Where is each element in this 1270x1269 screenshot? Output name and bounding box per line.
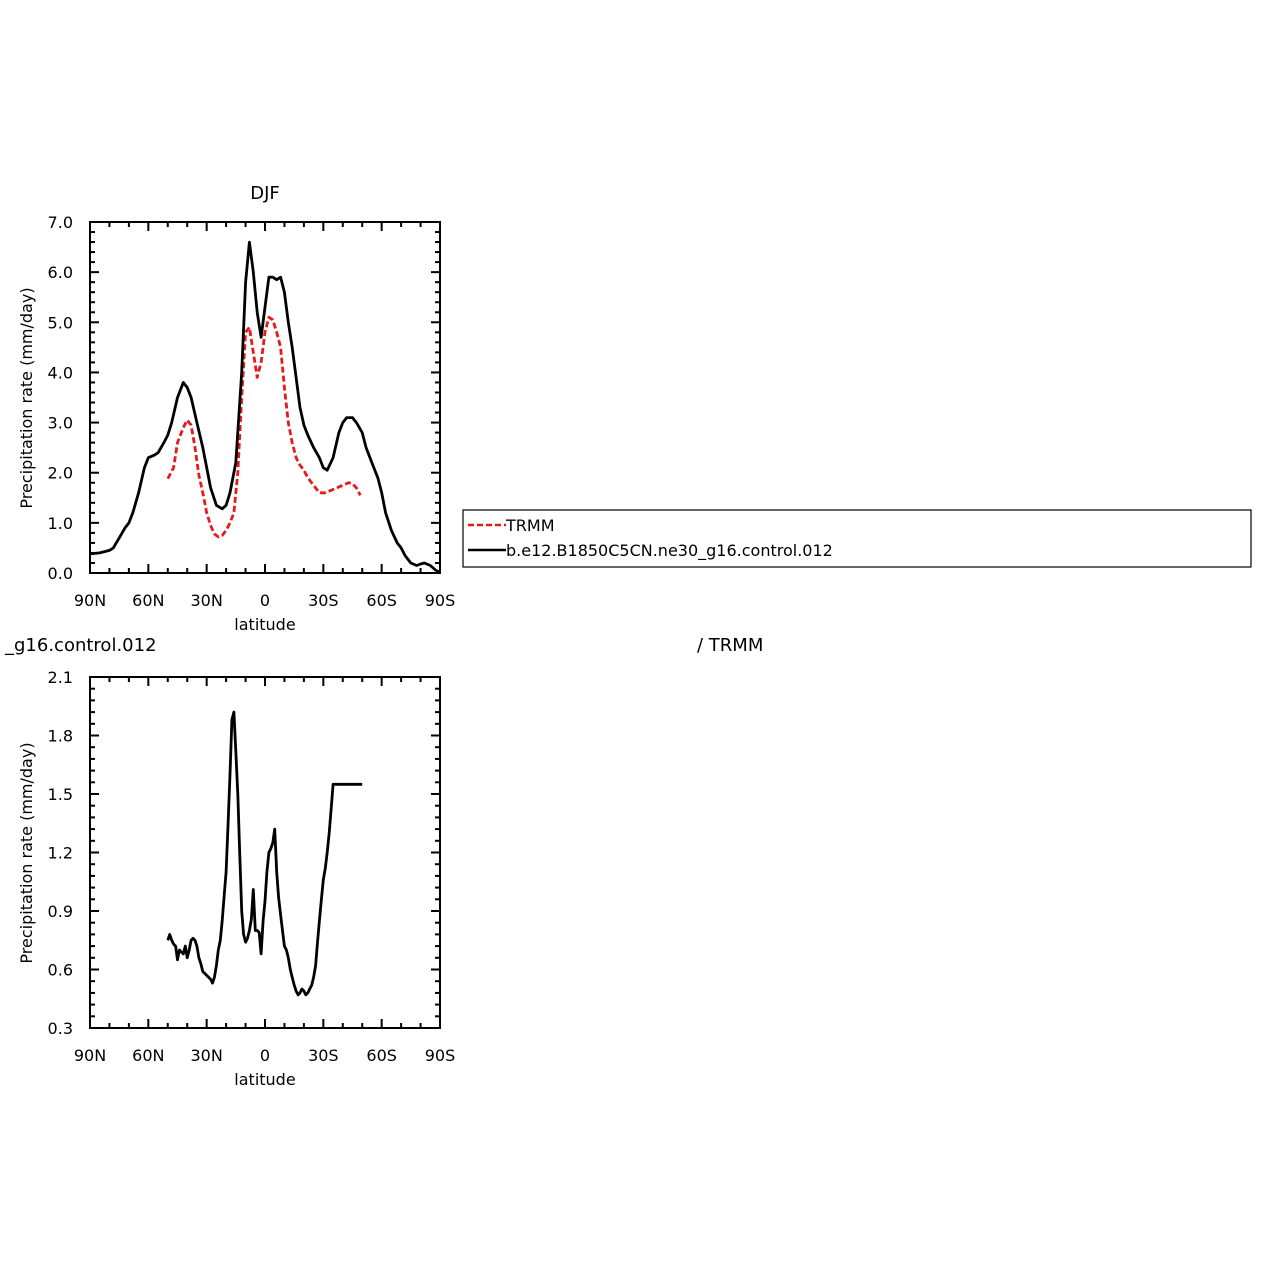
djf-y-tick-label: 2.0 xyxy=(48,464,73,483)
ratio-plot-frame xyxy=(89,676,441,1029)
djf-x-tick-label: 60S xyxy=(366,591,397,610)
ratio-x-tick-label: 60N xyxy=(132,1046,164,1065)
ratio-panel: _g16.control.012 / TRMM 90N 60N 30N 0 30S 60S… xyxy=(4,635,763,1089)
ratio-x-tick-label: 90N xyxy=(74,1046,106,1065)
djf-x-tick-label: 90N xyxy=(74,591,106,610)
djf-y-tick-label: 1.0 xyxy=(48,514,73,533)
djf-y-axis-label: Precipitation rate (mm/day) xyxy=(17,287,36,508)
djf-x-axis-label: latitude xyxy=(234,615,295,634)
djf-x-tick-label: 60N xyxy=(132,591,164,610)
djf-y-tick-label: 0.0 xyxy=(48,564,73,583)
ratio-x-tick-label: 0 xyxy=(260,1046,270,1065)
djf-x-tick-label: 30S xyxy=(308,591,339,610)
ratio-x-tick-label: 30S xyxy=(308,1046,339,1065)
legend-box xyxy=(462,509,1252,568)
ratio-y-axis-label: Precipitation rate (mm/day) xyxy=(17,742,36,963)
djf-y-tick-label: 7.0 xyxy=(48,213,73,232)
djf-series-line-0 xyxy=(166,315,362,539)
ratio-x-axis-label: latitude xyxy=(234,1070,295,1089)
ratio-x-tick-label: 90S xyxy=(425,1046,456,1065)
djf-x-tick-label: 0 xyxy=(260,591,270,610)
ratio-y-tick-label: 0.9 xyxy=(48,902,73,921)
ratio-plot-area: 90N 60N 30N 0 30S 60S 90S 0.3 0.6 0.9 1.2 1.5 1.8 2.1 xyxy=(48,668,456,1065)
ratio-y-tick-label: 1.2 xyxy=(48,844,73,863)
ratio-title-left-fragment: _g16.control.012 xyxy=(4,635,157,656)
djf-y-tick-label: 5.0 xyxy=(48,313,73,332)
djf-y-tick-label: 4.0 xyxy=(48,363,73,382)
ratio-y-tick-label: 0.6 xyxy=(48,961,73,980)
djf-series-line-1 xyxy=(89,240,441,574)
djf-y-tick-label: 6.0 xyxy=(48,263,73,282)
legend-trmm-label: TRMM xyxy=(505,516,555,535)
djf-y-tick-label: 3.0 xyxy=(48,414,73,433)
ratio-title-right-fragment: / TRMM xyxy=(697,635,763,656)
legend: TRMM b.e12.B1850C5CN.ne30_g16.control.01… xyxy=(462,509,1252,568)
ratio-y-tick-label: 1.8 xyxy=(48,727,73,746)
legend-model-label: b.e12.B1850C5CN.ne30_g16.control.012 xyxy=(506,541,833,561)
djf-title: DJF xyxy=(250,183,280,204)
djf-plot-area: 90N 60N 30N 0 30S 60S 90S 0.0 1.0 2.0 3.0 4.0 5.0 6.0… xyxy=(48,213,456,610)
ratio-y-tick-label: 2.1 xyxy=(48,668,73,687)
djf-x-tick-label: 90S xyxy=(425,591,456,610)
ratio-x-tick-label: 30N xyxy=(191,1046,223,1065)
djf-x-tick-label: 30N xyxy=(191,591,223,610)
djf-panel: DJF 90N 60N 30N 0 30S 60S 90S 0.0 1.0 2.0 3.0 4.0 5.… xyxy=(17,183,455,634)
ratio-series-line-0 xyxy=(166,710,363,997)
ratio-y-tick-label: 1.5 xyxy=(48,785,73,804)
ratio-y-tick-label: 0.3 xyxy=(48,1019,73,1038)
ratio-x-tick-label: 60S xyxy=(366,1046,397,1065)
